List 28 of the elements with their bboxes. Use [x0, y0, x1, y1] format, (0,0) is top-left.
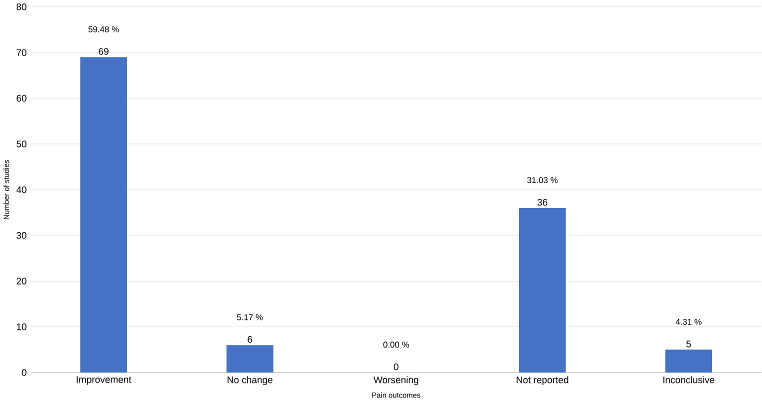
bar: [519, 208, 566, 372]
x-tick-label: No change: [228, 376, 272, 385]
y-tick-label: 80: [16, 3, 26, 10]
y-tick-label: 0: [22, 369, 26, 376]
annotation: 4.31 %: [676, 318, 702, 325]
y-tick-label: 40: [16, 186, 26, 193]
bar: [665, 350, 712, 372]
annotation: 5.17 %: [237, 314, 263, 320]
data-label: 69: [98, 48, 108, 55]
y-tick-label: 50: [16, 140, 26, 148]
y-tick-label: 70: [16, 49, 26, 56]
x-tick-label: Inconclusive: [663, 376, 714, 384]
x-tick-label: Worsening: [374, 376, 418, 385]
data-label: 36: [537, 198, 548, 206]
bar: [80, 57, 128, 372]
x-tick-label: Not reported: [516, 376, 568, 385]
y-tick-label: 30: [16, 232, 26, 239]
y-tick-label: 60: [16, 94, 26, 102]
annotation: 31.03 %: [527, 177, 558, 183]
data-label: 0: [394, 363, 398, 370]
data-label: 6: [248, 336, 252, 343]
annotation: 59.48 %: [88, 26, 119, 32]
y-tick-label: 10: [16, 323, 26, 330]
annotation: 0.00 %: [383, 342, 409, 348]
data-label: 5: [686, 340, 691, 348]
y-tick-label: 20: [16, 278, 26, 284]
x-tick-label: Improvement: [76, 376, 132, 385]
bar: [226, 344, 274, 372]
